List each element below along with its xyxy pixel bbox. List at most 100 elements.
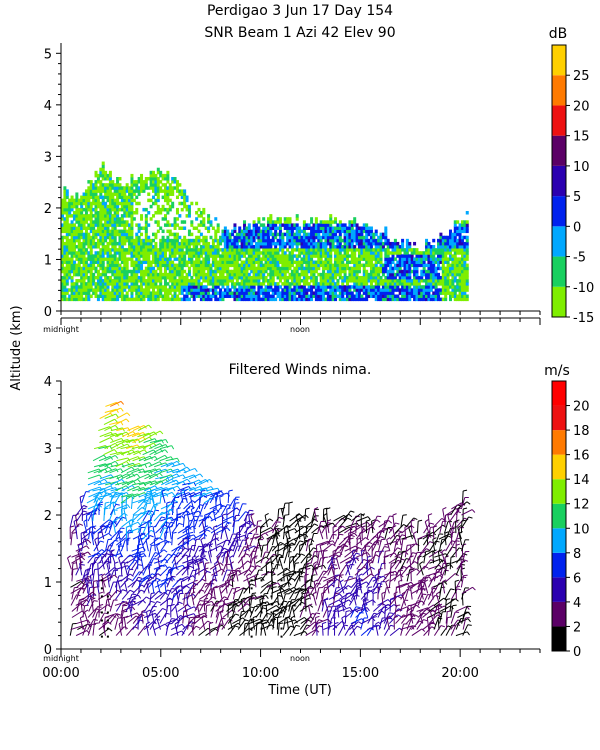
snr-echo-cell	[298, 272, 302, 277]
snr-echo-cell	[247, 251, 251, 255]
snr-echo-cell	[386, 291, 390, 295]
snr-echo-cell	[231, 245, 235, 249]
snr-echo-cell	[166, 248, 170, 252]
snr-echo-cell	[70, 201, 74, 206]
snr-echo-cell	[405, 275, 409, 280]
snr-echo-cell	[104, 257, 108, 261]
snr-echo-cell	[245, 257, 249, 261]
wind-barb-flag	[98, 573, 103, 576]
snr-echo-cell	[278, 232, 282, 237]
snr-echo-cell	[427, 269, 431, 274]
snr-echo-cell	[398, 279, 402, 283]
snr-echo-cell	[178, 189, 182, 193]
snr-echo-cell	[192, 263, 196, 268]
snr-echo-cell	[80, 294, 84, 299]
snr-echo-cell	[266, 238, 270, 243]
snr-echo-cell	[250, 248, 254, 252]
snr-colorbar-swatch	[552, 196, 566, 227]
snr-echo-cell	[403, 248, 407, 252]
snr-echo-cell	[271, 279, 275, 283]
snr-echo-cell	[319, 275, 323, 280]
snr-echo-cell	[82, 220, 86, 224]
snr-echo-cell	[125, 186, 129, 190]
wind-barb-shaft	[115, 589, 123, 600]
snr-echo-cell	[101, 257, 105, 261]
snr-echo-cell	[266, 229, 270, 234]
snr-echo-cell	[113, 248, 117, 252]
snr-echo-cell	[422, 251, 426, 255]
snr-echo-cell	[386, 272, 390, 277]
snr-echo-cell	[197, 263, 201, 268]
snr-echo-cell	[106, 214, 110, 218]
snr-echo-cell	[310, 257, 314, 261]
wind-barb-shaft	[107, 557, 111, 570]
snr-echo-cell	[152, 288, 156, 292]
snr-echo-cell	[446, 257, 450, 261]
snr-echo-cell	[343, 297, 347, 302]
snr-echo-cell	[367, 229, 371, 234]
snr-echo-cell	[391, 241, 395, 246]
snr-echo-cell	[250, 279, 254, 283]
snr-echo-cell	[355, 223, 359, 227]
snr-echo-cell	[298, 263, 302, 268]
snr-echo-cell	[111, 217, 115, 221]
snr-echo-cell	[120, 214, 124, 218]
snr-echo-cell	[152, 201, 156, 206]
snr-echo-cell	[171, 260, 175, 264]
snr-echo-cell	[233, 223, 237, 227]
snr-echo-cell	[135, 260, 139, 264]
snr-echo-cell	[96, 263, 100, 268]
snr-echo-cell	[391, 279, 395, 283]
snr-echo-cell	[118, 245, 122, 249]
wind-barb-shaft	[114, 492, 122, 504]
snr-echo-cell	[187, 232, 191, 237]
snr-echo-cell	[140, 288, 144, 292]
snr-echo-cell	[68, 201, 72, 206]
snr-echo-cell	[259, 282, 263, 286]
snr-echo-cell	[233, 235, 237, 240]
snr-echo-cell	[252, 235, 256, 240]
snr-echo-cell	[264, 241, 268, 246]
snr-echo-cell	[219, 248, 223, 252]
snr-echo-cell	[336, 241, 340, 246]
snr-echo-cell	[175, 279, 179, 283]
snr-echo-cell	[367, 291, 371, 295]
snr-echo-cell	[154, 177, 158, 181]
snr-echo-cell	[381, 279, 385, 283]
snr-echo-cell	[429, 288, 433, 292]
snr-echo-cell	[422, 257, 426, 261]
snr-echo-cell	[386, 279, 390, 283]
snr-echo-cell	[120, 241, 124, 246]
snr-echo-cell	[80, 214, 84, 218]
snr-echo-cell	[403, 251, 407, 255]
snr-echo-cell	[441, 251, 445, 255]
snr-echo-cell	[175, 180, 179, 184]
snr-echo-cell	[305, 254, 309, 258]
snr-echo-cell	[125, 297, 129, 302]
wind-barb-shaft	[93, 444, 106, 450]
snr-echo-cell	[96, 220, 100, 224]
snr-echo-cell	[448, 248, 452, 252]
snr-echo-cell	[379, 288, 383, 292]
snr-colorbar-unit: dB	[549, 26, 568, 42]
snr-echo-cell	[101, 183, 105, 187]
snr-echo-cell	[128, 241, 132, 246]
wind-barb-shaft	[98, 593, 101, 606]
snr-echo-cell	[101, 161, 105, 166]
snr-echo-cell	[274, 288, 278, 292]
snr-echo-cell	[152, 275, 156, 280]
snr-echo-cell	[65, 248, 69, 252]
snr-echo-cell	[238, 266, 242, 271]
snr-echo-cell	[403, 297, 407, 302]
snr-echo-cell	[269, 269, 273, 274]
snr-echo-cell	[130, 235, 134, 240]
snr-echo-cell	[108, 220, 112, 224]
snr-echo-cell	[302, 285, 306, 289]
snr-echo-cell	[180, 285, 184, 289]
snr-echo-cell	[123, 241, 127, 246]
snr-echo-cell	[353, 285, 357, 289]
snr-echo-cell	[300, 238, 304, 243]
snr-echo-cell	[420, 263, 424, 268]
snr-echo-cell	[386, 297, 390, 302]
snr-echo-cell	[262, 251, 266, 255]
